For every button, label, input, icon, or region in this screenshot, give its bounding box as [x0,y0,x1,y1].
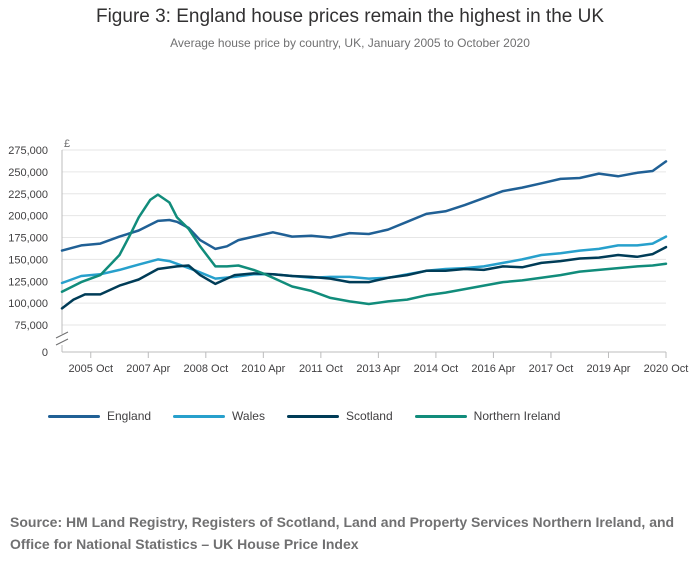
x-tick-label: 2008 Oct [183,363,228,375]
y-tick-label: 75,000 [14,320,48,332]
chart-title: Figure 3: England house prices remain th… [95,6,605,27]
y-tick-label: 225,000 [8,189,48,201]
legend-label-northern-ireland: Northern Ireland [473,409,561,423]
legend-item-england[interactable]: England [48,409,151,423]
source-note: Source: HM Land Registry, Registers of S… [10,514,675,552]
y-tick-label: 275,000 [8,145,48,157]
x-tick-label: 2017 Oct [529,363,574,375]
series-line-england [60,160,668,252]
y-tick-label: 0 [42,347,48,359]
x-tick-label: 2010 Apr [241,363,285,375]
x-tick-label: 2016 Apr [471,363,515,375]
legend-swatch-wales [173,414,226,418]
legend-item-northern-ireland[interactable]: Northern Ireland [414,409,561,423]
legend-swatch-england [48,414,100,418]
x-tick-label: 2020 Oct [644,363,689,375]
y-axis-label: £ [64,138,70,150]
chart-subtitle: Average house price by country, UK, Janu… [170,36,530,50]
x-tick-label: 2014 Oct [414,363,459,375]
y-tick-label: 250,000 [8,167,48,179]
legend-label-england: England [107,409,152,423]
chart-legend: England Wales Scotland Northern Ireland [48,409,582,423]
legend-item-wales[interactable]: Wales [173,409,265,423]
line-chart: 0 75,000 100,000 125,000 150,000 175,000 200,0… [8,138,689,375]
legend-swatch-northern-ireland [414,414,467,418]
axis-break-marker [55,331,69,346]
x-tick-label: 2007 Apr [126,363,170,375]
y-tick-label: 125,000 [8,276,48,288]
y-tick-label: 150,000 [8,254,48,266]
series-line-scotland [60,245,668,310]
y-tick-label: 200,000 [8,211,48,223]
x-tick-label: 2019 Apr [586,363,630,375]
legend-label-wales: Wales [232,409,265,423]
series-line-wales [60,235,668,285]
y-tick-label: 100,000 [8,298,48,310]
legend-swatch-scotland [286,414,339,418]
series-line-northern-ireland [60,193,668,306]
x-tick-label: 2011 Oct [299,363,343,375]
legend-label-scotland: Scotland [345,409,393,423]
x-tick-label: 2013 Apr [356,363,400,375]
x-tick-label: 2005 Oct [68,363,113,375]
legend-item-scotland[interactable]: Scotland [286,409,393,423]
y-tick-label: 175,000 [8,233,48,245]
